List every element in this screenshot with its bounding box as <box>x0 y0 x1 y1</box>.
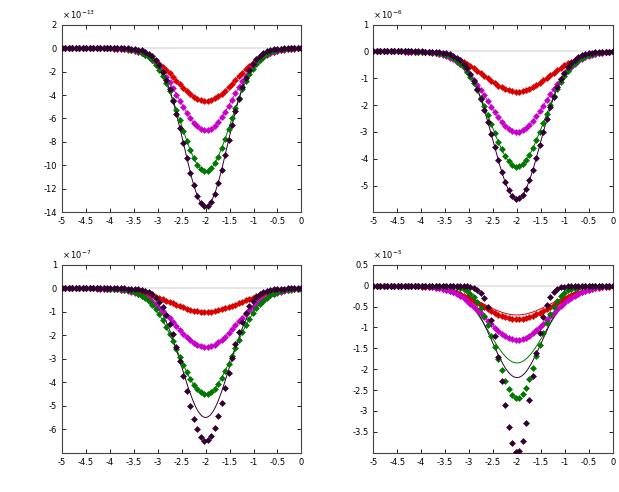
Text: $\times\,10^{-7}$: $\times\,10^{-7}$ <box>62 249 91 261</box>
Text: $\times\,10^{-13}$: $\times\,10^{-13}$ <box>62 8 95 21</box>
Text: $\times\,10^{-5}$: $\times\,10^{-5}$ <box>373 249 402 261</box>
Text: $\times\,10^{-6}$: $\times\,10^{-6}$ <box>373 8 402 21</box>
